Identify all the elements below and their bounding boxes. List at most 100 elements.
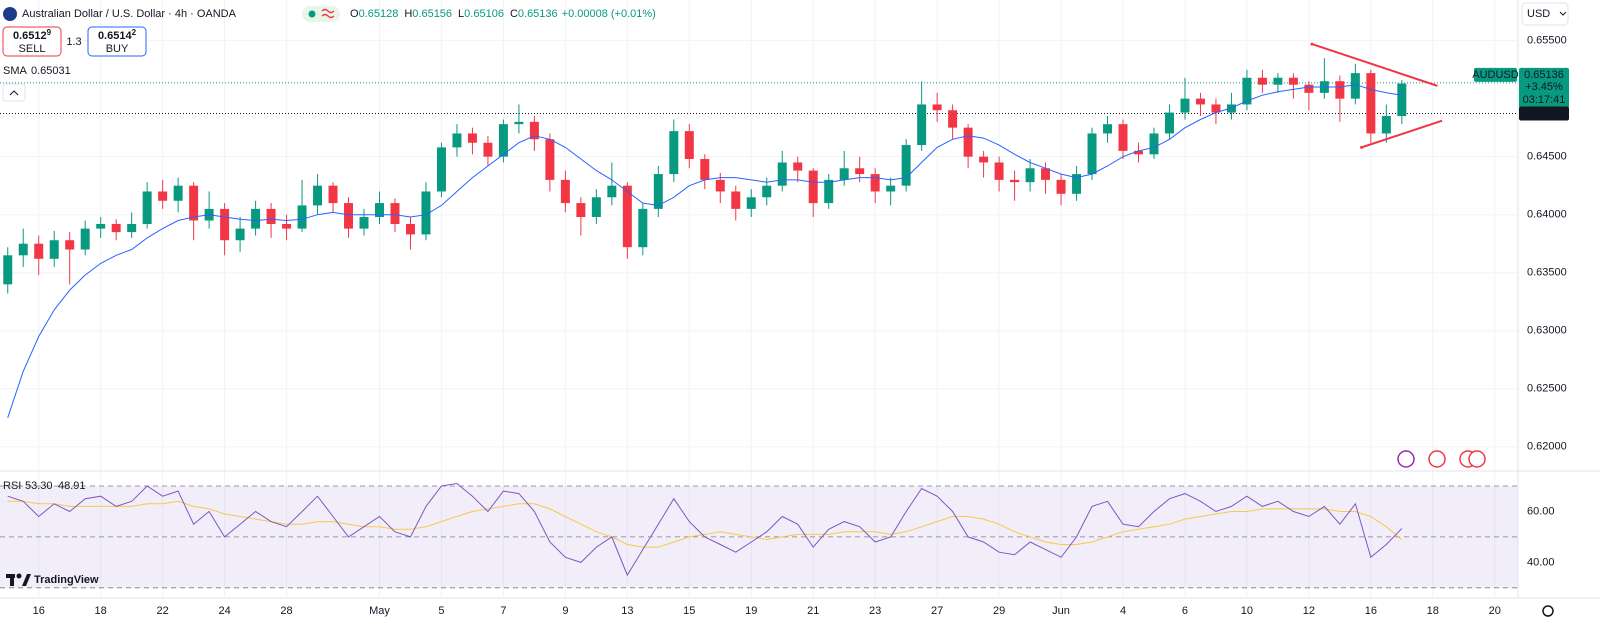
candle-body (405, 223, 415, 235)
candle-body (1056, 179, 1066, 194)
candle-body (498, 124, 508, 157)
collapse-button[interactable] (2, 83, 26, 102)
rsi-tick-label: 40.00 (1527, 556, 1555, 568)
ohlc-value: 0.65136 (518, 8, 558, 20)
sell-button[interactable] (2, 26, 62, 57)
x-tick-label: 10 (1241, 605, 1253, 617)
collapse-icon[interactable] (9, 90, 19, 96)
candle-body (607, 185, 617, 198)
y-tick-label: 0.63500 (1527, 267, 1567, 279)
candle-body (653, 174, 663, 209)
candle-body (1381, 116, 1391, 134)
candle-body (731, 191, 741, 209)
trendline-handle (1360, 145, 1364, 149)
buy-price[interactable]: 0.65142 (98, 28, 137, 42)
price-tag: 0.65136 (1524, 69, 1564, 81)
candle-body (34, 243, 44, 259)
x-tick-label: 24 (218, 605, 230, 617)
trendline-handle (1310, 42, 1314, 46)
x-tick-label: 16 (33, 605, 45, 617)
candle-body (700, 158, 710, 180)
event-icon[interactable] (1468, 450, 1486, 468)
y-tick-label: 0.63000 (1527, 325, 1567, 337)
candle-body (483, 142, 493, 157)
status-icon (321, 8, 335, 19)
trendline (1311, 43, 1438, 87)
candle-body (948, 110, 958, 128)
candle-body (266, 208, 276, 224)
x-tick-label: May (369, 605, 390, 617)
candle-body (1149, 133, 1159, 155)
candle-body (1242, 77, 1252, 105)
x-tick-label: 29 (993, 605, 1005, 617)
candle-body (1134, 150, 1143, 155)
x-tick-label: 13 (621, 605, 633, 617)
ohlc-key: L (458, 8, 464, 20)
rsi-legend-value: 53.30 (25, 480, 53, 492)
candle-body (1226, 104, 1236, 113)
candle-body (142, 191, 152, 224)
candle-body (777, 162, 787, 186)
rsi-legend-name: RSI (3, 480, 21, 492)
buy-label[interactable]: BUY (106, 43, 129, 55)
x-tick-label: 4 (1120, 605, 1126, 617)
currency-button[interactable] (1521, 2, 1569, 26)
candle-body (80, 228, 90, 250)
candle-body (18, 243, 28, 256)
candle-body (158, 191, 168, 201)
candle-body (1164, 112, 1174, 134)
candle-body (746, 197, 756, 209)
x-tick-label: 18 (1427, 605, 1439, 617)
rsi-legend-ma: 48.91 (58, 480, 86, 492)
candle-body (375, 203, 384, 218)
rsi-line (7, 482, 1403, 577)
candle-body (220, 208, 230, 241)
sma-line (7, 84, 1402, 418)
candle-body (3, 255, 13, 285)
candle-body (793, 162, 803, 171)
candle-body (545, 139, 555, 180)
settings-icon[interactable] (1542, 605, 1554, 617)
candle-body (1072, 174, 1082, 194)
x-tick-label: 16 (1365, 605, 1377, 617)
y-tick-label: 0.65500 (1527, 35, 1567, 47)
candle-body (96, 223, 106, 229)
candle-body (1335, 81, 1345, 99)
buy-button[interactable] (87, 26, 147, 57)
candle-body (824, 179, 834, 204)
event-icon[interactable] (1428, 450, 1446, 468)
logo-mark (10, 574, 14, 586)
sell-price-pip: 9 (47, 28, 52, 37)
brand: TradingView (34, 574, 99, 586)
x-tick-label: 9 (562, 605, 568, 617)
candle-body (591, 197, 601, 218)
candle-body (421, 191, 431, 235)
ohlc-legend: O0.65128 H0.65156 L0.65106 C0.65136 +0.00008… (350, 8, 656, 20)
candle-body (963, 127, 973, 157)
ohlc-change: +0.00008 (+0.01%) (562, 8, 656, 20)
price-tag: 0.64872 (1524, 107, 1564, 119)
x-tick-label: 7 (500, 605, 506, 617)
candle-body (328, 185, 338, 204)
candle-body (529, 121, 539, 140)
event-icon[interactable] (1397, 450, 1415, 468)
candle-body (638, 208, 648, 248)
x-tick-label: 15 (683, 605, 695, 617)
price-change: +3.45% (1525, 81, 1563, 93)
x-tick-label: Jun (1052, 605, 1070, 617)
sell-price[interactable]: 0.65129 (13, 28, 52, 42)
sell-label[interactable]: SELL (19, 43, 46, 55)
symbol-tag: AUDUSD (1472, 69, 1519, 81)
candle-body (297, 205, 307, 229)
buy-price-pip: 2 (132, 28, 137, 37)
x-tick-label: 18 (95, 605, 107, 617)
candle-body (715, 179, 725, 192)
candle-body (189, 185, 199, 221)
candle-body (1366, 73, 1376, 134)
candle-body (576, 203, 586, 218)
sma-legend-value: 0.65031 (31, 65, 71, 77)
currency-label[interactable]: USD (1527, 8, 1550, 20)
currency-caret (1559, 11, 1567, 16)
